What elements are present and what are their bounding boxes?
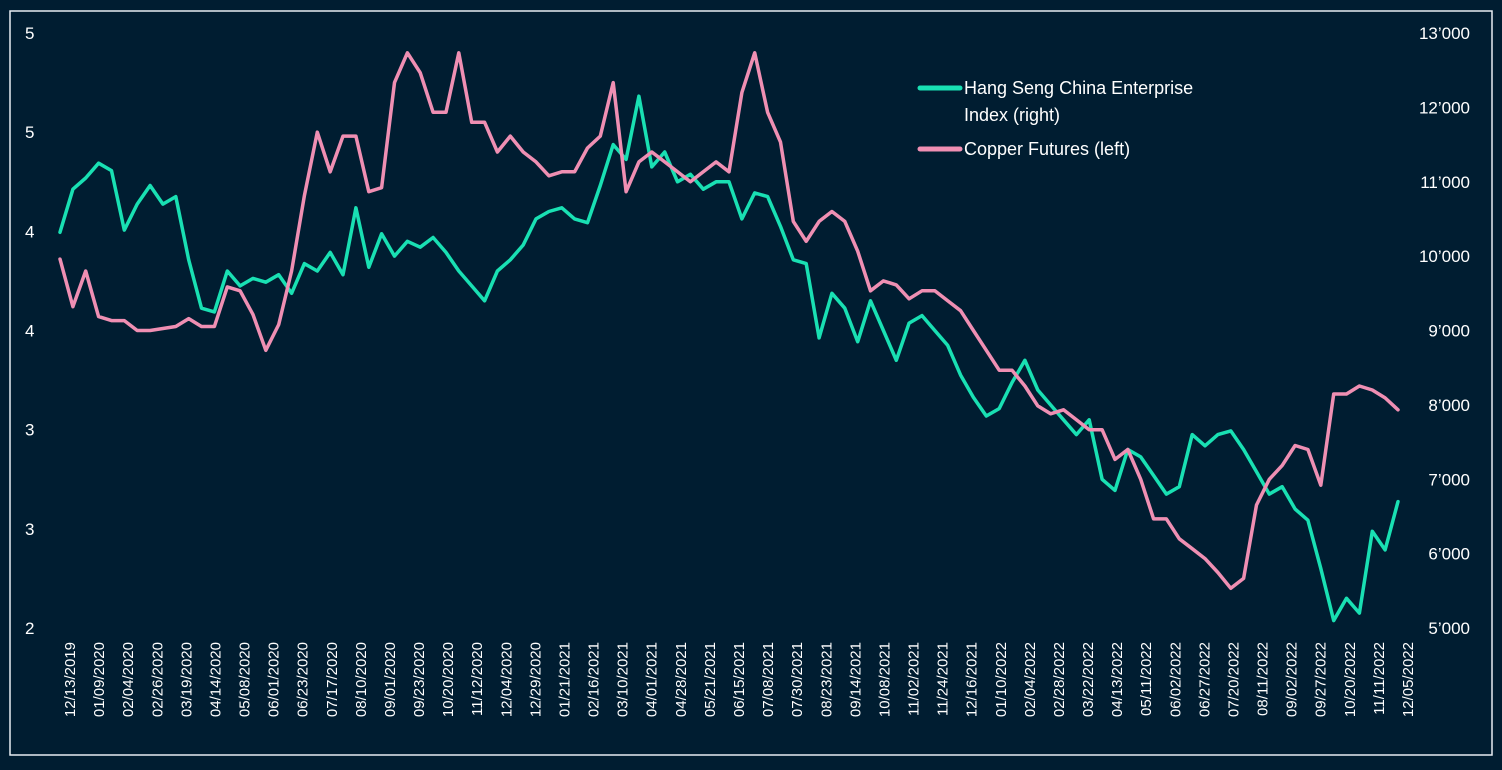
x-tick-label: 07/17/2020	[324, 642, 341, 717]
copper-series-line	[58, 51, 1400, 591]
x-tick-label: 06/02/2022	[1167, 642, 1184, 717]
x-tick-label: 09/14/2021	[847, 642, 864, 717]
x-tick-label: 04/28/2021	[673, 642, 690, 717]
x-tick-label: 12/29/2020	[527, 642, 544, 717]
left-tick-label: 2	[25, 619, 34, 638]
series-layer	[58, 51, 1400, 623]
right-tick-label: 12’000	[1419, 98, 1470, 117]
x-tick-label: 10/08/2021	[876, 642, 893, 717]
x-tick-label: 04/01/2021	[644, 642, 661, 717]
x-tick-label: 11/24/2021	[935, 642, 952, 716]
left-tick-label: 4	[25, 322, 34, 341]
right-tick-label: 6’000	[1428, 545, 1470, 564]
x-tick-label: 02/28/2022	[1051, 642, 1068, 717]
left-tick-label: 4	[25, 222, 34, 241]
x-tick-label: 07/30/2021	[789, 642, 806, 717]
x-tick-label: 12/13/2019	[62, 642, 79, 717]
x-tick-label: 01/21/2021	[556, 642, 573, 717]
x-tick-label: 03/22/2022	[1080, 642, 1097, 717]
legend-label-copper: Copper Futures (left)	[964, 139, 1130, 159]
x-tick-label: 09/27/2022	[1313, 642, 1330, 717]
right-tick-label: 7’000	[1428, 470, 1470, 489]
x-tick-label: 09/01/2020	[382, 642, 399, 717]
x-tick-label: 11/12/2020	[469, 642, 486, 716]
x-tick-label: 02/26/2020	[149, 642, 166, 717]
legend-label-hscei: Hang Seng China Enterprise	[964, 78, 1193, 98]
x-axis: 12/13/2019 01/09/2020 02/04/2020 02/26/2020…	[62, 642, 1417, 717]
x-tick-label: 08/11/2022	[1255, 642, 1272, 716]
right-tick-label: 11’000	[1420, 173, 1470, 192]
x-tick-label: 06/15/2021	[731, 642, 748, 717]
x-tick-label: 05/11/2022	[1138, 642, 1155, 716]
left-tick-label: 5	[25, 123, 34, 142]
x-tick-label: 05/21/2021	[702, 642, 719, 717]
right-tick-label: 9’000	[1428, 322, 1470, 341]
x-tick-label: 09/02/2022	[1284, 642, 1301, 717]
x-tick-label: 01/09/2020	[91, 642, 108, 717]
right-axis: 5’000 6’000 7’000 8’000 9’000 10’000 11’000 12’…	[1419, 24, 1470, 638]
x-tick-label: 04/14/2020	[207, 642, 224, 717]
x-tick-label: 09/23/2020	[411, 642, 428, 717]
right-tick-label: 13’000	[1419, 24, 1470, 43]
x-tick-label: 08/10/2020	[353, 642, 370, 717]
x-tick-label: 12/05/2022	[1400, 642, 1417, 717]
right-tick-label: 8’000	[1428, 396, 1470, 415]
x-tick-label: 12/04/2020	[498, 642, 515, 717]
left-tick-label: 3	[25, 421, 34, 440]
x-tick-label: 12/16/2021	[964, 642, 981, 717]
chart-frame	[9, 10, 1493, 756]
x-tick-label: 08/23/2021	[818, 642, 835, 717]
hscei-series-line	[58, 94, 1400, 623]
x-tick-label: 02/04/2020	[120, 642, 137, 717]
x-tick-label: 07/20/2022	[1225, 642, 1242, 717]
x-tick-label: 02/04/2022	[1022, 642, 1039, 717]
legend: Hang Seng China Enterprise Index (right) C…	[917, 78, 1193, 159]
x-tick-label: 06/27/2022	[1196, 642, 1213, 717]
legend-label-hscei: Index (right)	[964, 105, 1060, 125]
x-tick-label: 03/19/2020	[178, 642, 195, 717]
x-tick-label: 03/10/2021	[615, 642, 632, 717]
x-tick-label: 06/01/2020	[266, 642, 283, 717]
x-tick-label: 02/16/2021	[586, 642, 603, 717]
x-tick-label: 11/11/2022	[1371, 642, 1388, 715]
x-tick-label: 05/08/2020	[237, 642, 254, 717]
x-tick-label: 11/02/2021	[906, 642, 923, 716]
left-tick-label: 5	[25, 24, 34, 43]
x-tick-label: 01/10/2022	[993, 642, 1010, 717]
right-tick-label: 5’000	[1428, 619, 1470, 638]
x-tick-label: 10/20/2022	[1342, 642, 1359, 717]
x-tick-label: 06/23/2020	[295, 642, 312, 717]
x-tick-label: 10/20/2020	[440, 642, 457, 717]
x-tick-label: 04/13/2022	[1109, 642, 1126, 717]
right-tick-label: 10’000	[1419, 247, 1470, 266]
x-tick-label: 07/08/2021	[760, 642, 777, 717]
left-axis: 2 3 3 4 4 5 5	[25, 24, 34, 638]
left-tick-label: 3	[25, 520, 34, 539]
